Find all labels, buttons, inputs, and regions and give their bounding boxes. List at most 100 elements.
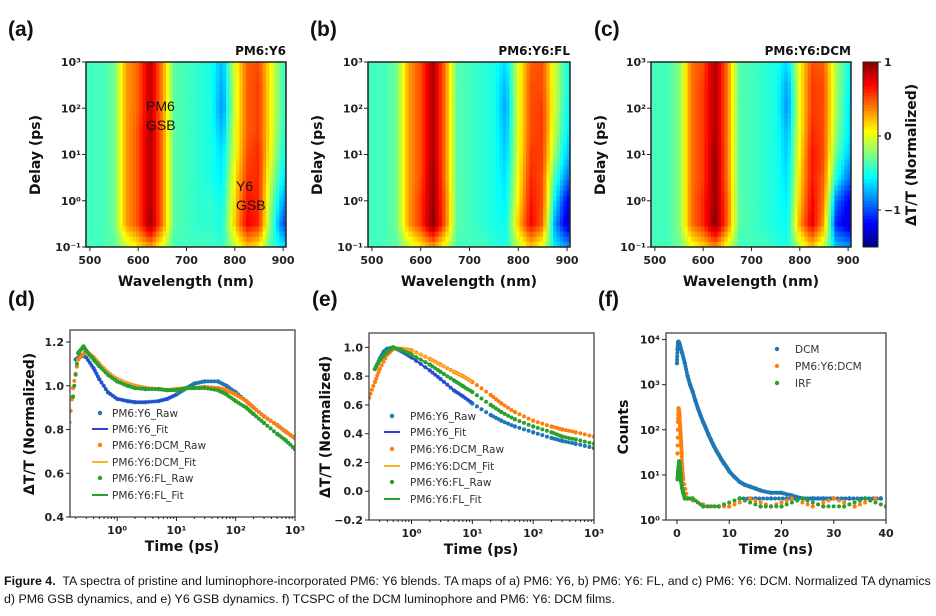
heatmap-cell — [563, 139, 568, 145]
heatmap-cell — [482, 169, 487, 176]
heatmap-cell — [442, 195, 446, 202]
heatmap-cell — [563, 62, 568, 68]
heatmap-cell — [411, 236, 416, 243]
heatmap-cell — [479, 211, 483, 217]
heatmap-cell — [559, 200, 564, 207]
heatmap-cell — [222, 169, 227, 176]
heatmap-cell — [701, 82, 705, 89]
heatmap-cell — [374, 139, 379, 145]
heatmap-cell — [239, 92, 244, 99]
heatmap-cell — [438, 139, 443, 145]
heatmap-cell — [438, 123, 443, 130]
heatmap-cell — [405, 169, 409, 176]
heatmap-cell — [86, 221, 90, 227]
heatmap-cell — [246, 231, 250, 238]
heatmap-cell — [172, 236, 177, 243]
heatmap-cell — [751, 62, 755, 68]
heatmap-cell — [671, 77, 675, 83]
heatmap-cell — [797, 108, 802, 114]
heatmap-cell — [122, 118, 127, 125]
heatmap-cell — [442, 175, 446, 181]
heatmap-cell — [462, 216, 467, 222]
heatmap-cell — [374, 195, 379, 202]
heatmap-cell — [495, 159, 500, 166]
heatmap-cell — [236, 226, 240, 232]
heatmap-cell — [252, 72, 257, 78]
heatmap-cell — [499, 97, 504, 104]
heatmap-cell — [186, 159, 190, 166]
heatmap-cell — [99, 128, 104, 135]
heatmap-cell — [781, 92, 785, 99]
heatmap-cell — [279, 231, 284, 238]
heatmap-cell — [744, 103, 749, 109]
heatmap-cell — [559, 185, 564, 191]
heatmap-cell — [418, 236, 423, 243]
heatmap-cell — [405, 92, 409, 99]
heatmap-cell — [727, 77, 732, 83]
heatmap-cell — [522, 154, 527, 161]
heatmap-cell — [519, 87, 524, 94]
heatmap-cell — [559, 221, 564, 227]
heatmap-cell — [136, 67, 140, 73]
panel-label-f: (f) — [598, 288, 619, 311]
heatmap-cell — [553, 169, 557, 176]
heatmap-cell — [179, 169, 184, 176]
heatmap-cell — [378, 231, 382, 238]
heatmap-cell — [489, 221, 493, 227]
heatmap-cell — [479, 77, 483, 83]
heatmap-cell — [371, 123, 376, 130]
x-tick-label: 700 — [458, 254, 481, 267]
heatmap-cell — [86, 72, 90, 78]
heatmap-cell — [89, 154, 94, 161]
heatmap-cell — [428, 241, 433, 248]
heatmap-cell — [452, 82, 456, 89]
heatmap-cell — [566, 123, 571, 130]
heatmap-cell — [532, 113, 537, 119]
heatmap-cell — [249, 118, 254, 125]
heatmap-cell — [116, 211, 120, 217]
heatmap-cell — [166, 82, 170, 89]
heatmap-cell — [388, 180, 392, 186]
heatmap-cell — [401, 97, 406, 104]
heatmap-cell — [834, 62, 839, 68]
heatmap-cell — [445, 103, 450, 109]
heatmap-cell — [482, 205, 487, 212]
heatmap-cell — [418, 87, 423, 94]
heatmap-cell — [458, 200, 463, 207]
heatmap-cell — [841, 62, 845, 68]
heatmap-cell — [506, 216, 510, 222]
heatmap-cell — [425, 87, 429, 94]
heatmap-cell — [269, 200, 274, 207]
heatmap-cell — [226, 241, 230, 248]
heatmap-cell — [442, 113, 446, 119]
heatmap-cell — [418, 159, 423, 166]
heatmap-cell — [106, 169, 110, 176]
heatmap-cell — [489, 231, 493, 238]
heatmap-cell — [374, 144, 379, 150]
heatmap-cell — [559, 97, 564, 104]
heatmap-cell — [149, 139, 154, 145]
heatmap-cell — [388, 164, 392, 171]
heatmap-cell — [844, 87, 849, 94]
heatmap-cell — [475, 128, 480, 135]
heatmap-cell — [847, 108, 852, 114]
heatmap-cell — [529, 190, 534, 197]
heatmap-cell — [398, 185, 403, 191]
heatmap-cell — [266, 154, 270, 161]
heatmap-cell — [162, 113, 167, 119]
heatmap-cell — [242, 205, 247, 212]
heatmap-cell — [176, 164, 180, 171]
heatmap-cell — [242, 241, 247, 248]
heatmap-cell — [112, 190, 117, 197]
heatmap-cell — [777, 67, 782, 73]
heatmap-cell — [519, 226, 524, 232]
heatmap-cell — [99, 92, 104, 99]
heatmap-cell — [777, 103, 782, 109]
heatmap-cell — [684, 87, 689, 94]
heatmap-cell — [804, 82, 809, 89]
heatmap-cell — [109, 164, 114, 171]
heatmap-cell — [482, 236, 487, 243]
heatmap-cell — [192, 241, 197, 248]
heatmap-cell — [512, 241, 517, 248]
heatmap-cell — [156, 67, 160, 73]
